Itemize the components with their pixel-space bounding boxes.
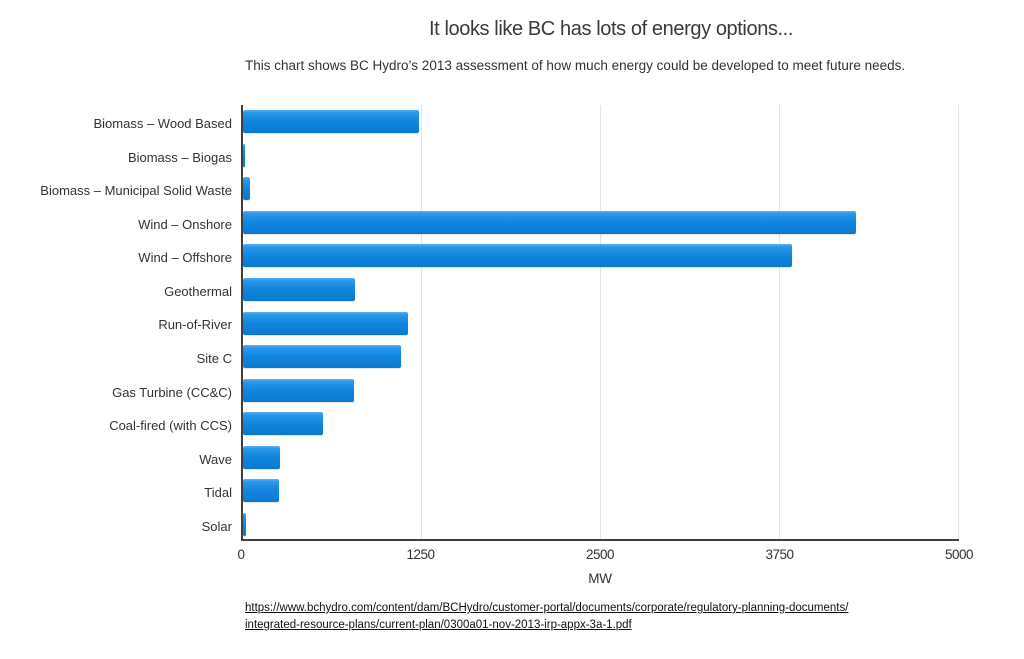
source-links: https://www.bchydro.com/content/dam/BCHy… xyxy=(245,600,848,634)
bar-geothermal xyxy=(243,277,355,301)
x-tick-label: 0 xyxy=(237,547,245,562)
bar-solar xyxy=(243,512,246,536)
bar-wind-onshore xyxy=(243,210,857,234)
x-tick-label: 3750 xyxy=(765,547,794,562)
category-label: Gas Turbine (CC&C) xyxy=(112,384,232,400)
x-tick-label: 1250 xyxy=(406,547,435,562)
category-label: Biomass – Biogas xyxy=(127,149,232,165)
gridline-5000 xyxy=(958,105,959,539)
category-label: Geothermal xyxy=(164,283,232,299)
chart-subtitle: This chart shows BC Hydro’s 2013 assessm… xyxy=(245,58,906,73)
bar-site-c xyxy=(243,345,401,369)
category-label: Biomass – Municipal Solid Waste xyxy=(40,183,232,199)
category-label: Tidal xyxy=(204,485,232,501)
category-label: Site C xyxy=(196,351,232,367)
source-link-line2[interactable]: integrated-resource-plans/current-plan/0… xyxy=(245,619,632,631)
x-axis-title: MW xyxy=(588,571,612,586)
chart-title: It looks like BC has lots of energy opti… xyxy=(428,18,793,40)
bar-biomass-municipal-solid-waste xyxy=(243,177,251,201)
category-label: Wind – Offshore xyxy=(138,250,232,266)
gridline-3750 xyxy=(779,105,780,539)
category-label: Solar xyxy=(201,518,232,534)
bar-tidal xyxy=(243,479,279,503)
source-link-line1[interactable]: https://www.bchydro.com/content/dam/BCHy… xyxy=(245,602,849,614)
gridline-1250 xyxy=(421,105,422,539)
bar-coal-fired-with-ccs- xyxy=(243,412,324,436)
gridline-2500 xyxy=(600,105,601,539)
category-label: Wind – Onshore xyxy=(138,216,232,232)
bar-wave xyxy=(243,445,281,469)
x-tick-label: 5000 xyxy=(944,547,974,562)
bar-wind-offshore xyxy=(243,244,792,268)
category-label: Run-of-River xyxy=(158,317,232,333)
bar-gas-turbine-cc-c- xyxy=(243,378,355,402)
x-axis-ticks: 0 1250 2500 3750 5000 xyxy=(237,547,973,565)
bar-run-of-river xyxy=(243,311,409,335)
category-label: Coal-fired (with CCS) xyxy=(109,418,232,434)
x-tick-label: 2500 xyxy=(585,547,615,562)
bar-biomass-biogas xyxy=(243,143,246,167)
category-label: Wave xyxy=(199,451,232,467)
plot-area xyxy=(241,105,959,541)
category-label: Biomass – Wood Based xyxy=(93,116,233,132)
category-axis-labels: Biomass – Wood Based Biomass – Biogas Biom… xyxy=(0,107,232,541)
bar-biomass-wood-based xyxy=(243,110,419,134)
